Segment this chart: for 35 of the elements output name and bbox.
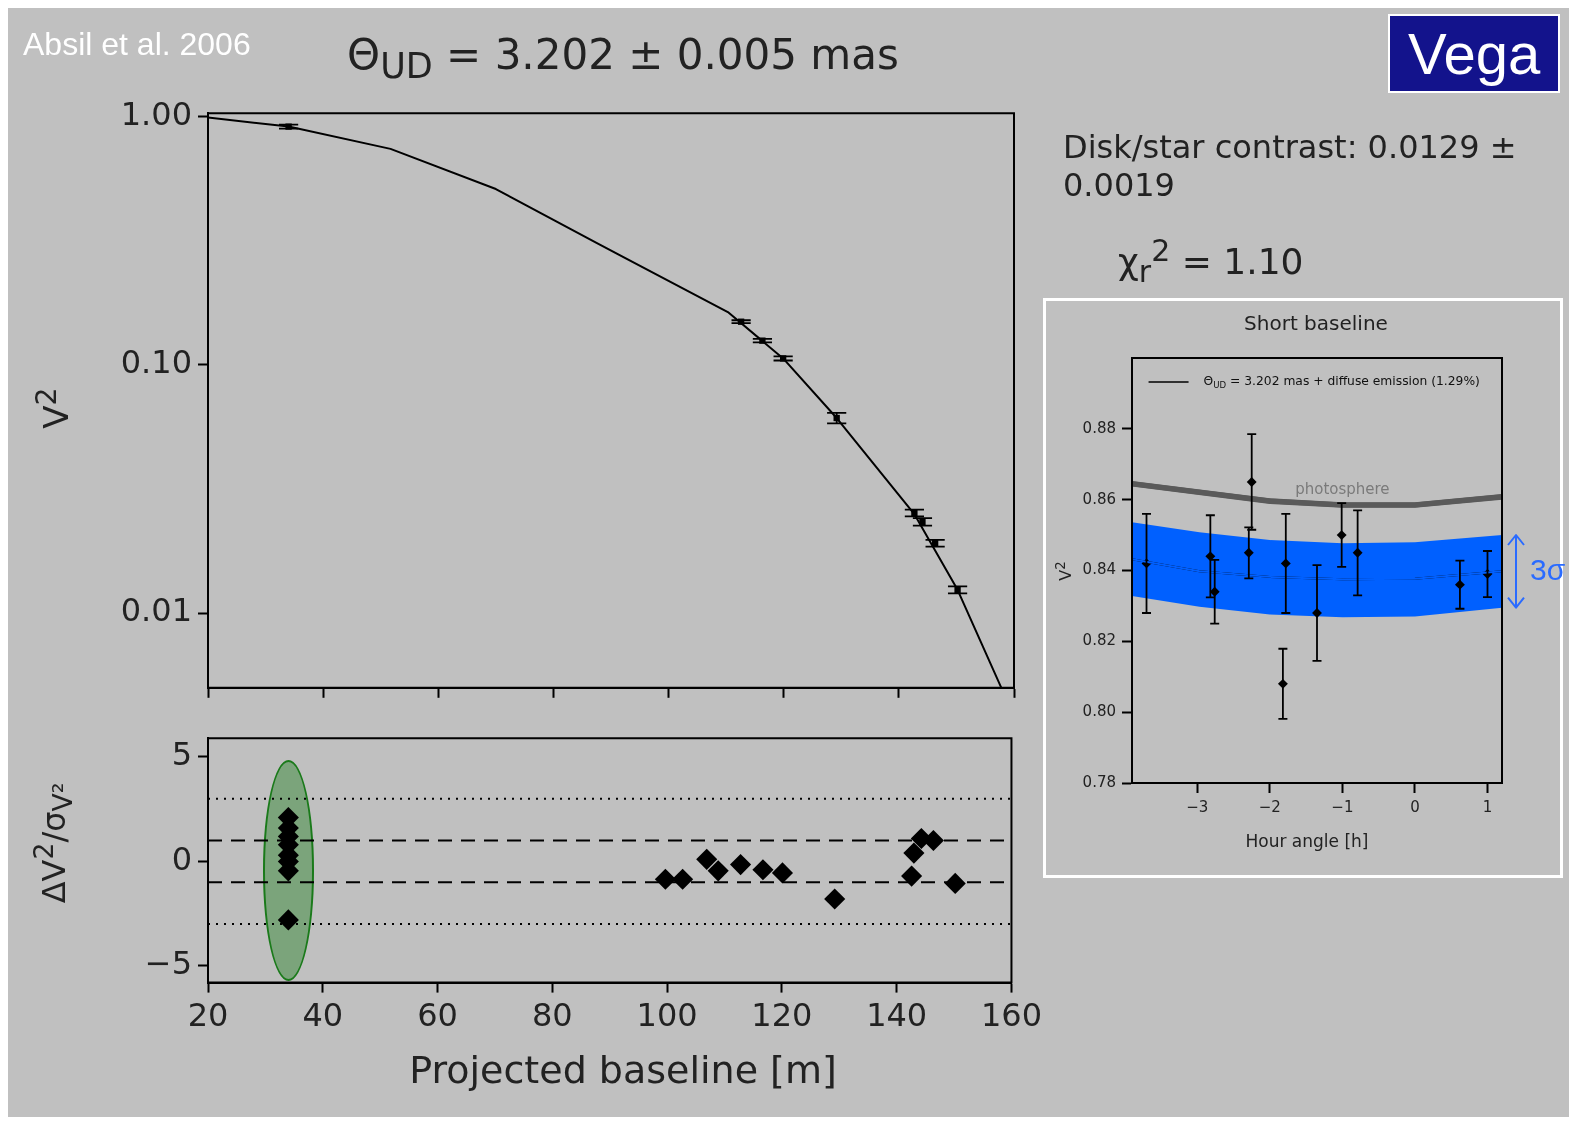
y-tick-label: 0.84 (1082, 560, 1116, 579)
y-tick-label: 1.00 (120, 94, 192, 133)
x-tick-label: 60 (417, 996, 458, 1035)
y-tick-label: 0 (171, 839, 192, 878)
x-tick-label: −2 (1258, 797, 1281, 816)
text: Absil et al. 2006 (23, 26, 251, 63)
x-tick-label: 140 (866, 996, 928, 1035)
x-axis-title: Projected baseline [m] (408, 1048, 838, 1092)
y-tick-label: 0.88 (1082, 418, 1116, 437)
x-tick-label: 160 (980, 996, 1042, 1035)
x-tick-label: 120 (751, 996, 813, 1035)
y-tick-label: 0.10 (120, 343, 192, 382)
text: Vega (1388, 14, 1561, 93)
y-tick-label: 0.01 (120, 591, 192, 630)
x-axis-title: Hour angle [h] (1244, 831, 1370, 851)
text: 3σ (1530, 553, 1566, 588)
x-tick-label: −1 (1331, 797, 1354, 816)
chart-title: Short baseline (1243, 311, 1389, 335)
x-tick-label: 80 (531, 996, 573, 1035)
y-tick-label: 5 (171, 735, 192, 774)
text: Disk/star contrast: 0.0129 ± 0.0019 (1063, 128, 1518, 204)
y-tick-label: 0.78 (1082, 772, 1116, 791)
x-tick-label: 1 (1482, 797, 1493, 816)
x-tick-label: 20 (187, 996, 229, 1035)
chart-title: Θ$_{UD}$ = 3.202 ± 0.005 mas (347, 30, 899, 87)
x-tick-label: 0 (1410, 797, 1420, 816)
y-tick-label: 0.82 (1082, 631, 1116, 650)
y-tick-label: 0.80 (1082, 702, 1116, 721)
y-tick-label: −5 (144, 944, 192, 983)
x-tick-label: 100 (636, 996, 698, 1035)
series-label: photosphere (1295, 480, 1390, 499)
x-tick-label: 40 (302, 996, 344, 1035)
y-tick-label: 0.86 (1082, 489, 1116, 508)
x-tick-label: −3 (1186, 797, 1209, 816)
text: χ$_{r}$$^{2}$ = 1.10 (1118, 233, 1304, 290)
